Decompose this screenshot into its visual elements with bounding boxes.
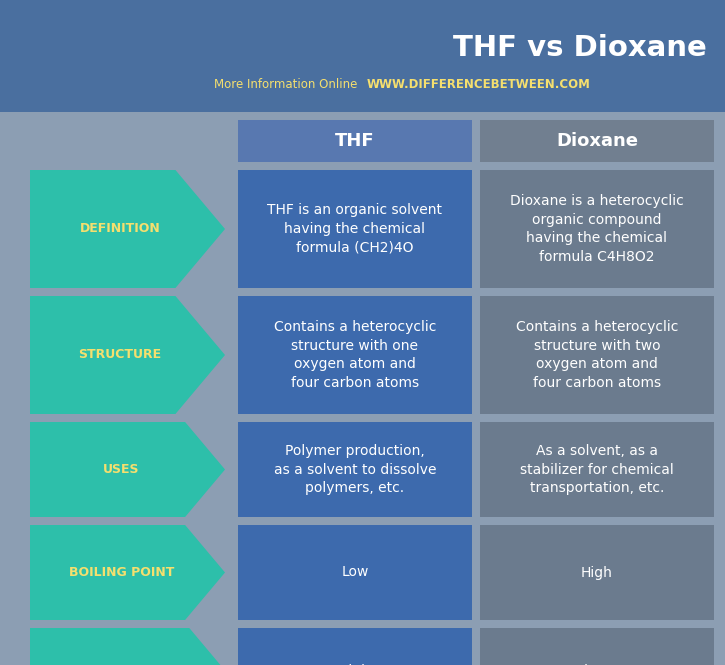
Text: Low: Low (584, 664, 610, 665)
Text: THF vs Dioxane: THF vs Dioxane (453, 34, 707, 62)
Text: High: High (581, 565, 613, 579)
Text: Polymer production,
as a solvent to dissolve
polymers, etc.: Polymer production, as a solvent to diss… (274, 444, 436, 495)
Text: THF is an organic solvent
having the chemical
formula (CH2)4O: THF is an organic solvent having the che… (268, 203, 442, 255)
Text: More Information Online: More Information Online (214, 78, 365, 92)
Text: DEFINITION: DEFINITION (80, 223, 160, 235)
Polygon shape (30, 525, 225, 620)
Text: Dioxane: Dioxane (556, 132, 638, 150)
FancyBboxPatch shape (480, 628, 714, 665)
FancyBboxPatch shape (480, 525, 714, 620)
Text: As a solvent, as a
stabilizer for chemical
transportation, etc.: As a solvent, as a stabilizer for chemic… (520, 444, 674, 495)
Text: WWW.DIFFERENCEBETWEEN.COM: WWW.DIFFERENCEBETWEEN.COM (367, 78, 591, 92)
Text: Contains a heterocyclic
structure with one
oxygen atom and
four carbon atoms: Contains a heterocyclic structure with o… (274, 320, 436, 390)
Text: USES: USES (103, 463, 140, 476)
FancyBboxPatch shape (238, 120, 472, 162)
FancyBboxPatch shape (480, 296, 714, 414)
Text: Low: Low (341, 565, 369, 579)
Polygon shape (30, 422, 225, 517)
Polygon shape (30, 628, 225, 665)
Text: STRUCTURE: STRUCTURE (78, 348, 162, 362)
Text: Contains a heterocyclic
structure with two
oxygen atom and
four carbon atoms: Contains a heterocyclic structure with t… (515, 320, 678, 390)
FancyBboxPatch shape (238, 296, 472, 414)
Text: BOILING POINT: BOILING POINT (69, 566, 174, 579)
FancyBboxPatch shape (480, 170, 714, 288)
Text: Dioxane is a heterocyclic
organic compound
having the chemical
formula C4H8O2: Dioxane is a heterocyclic organic compou… (510, 194, 684, 265)
Polygon shape (30, 296, 225, 414)
FancyBboxPatch shape (238, 628, 472, 665)
FancyBboxPatch shape (238, 525, 472, 620)
Polygon shape (30, 170, 225, 288)
FancyBboxPatch shape (238, 170, 472, 288)
Text: High: High (339, 664, 371, 665)
FancyBboxPatch shape (480, 120, 714, 162)
Text: TOXICITY: TOXICITY (90, 664, 154, 665)
Text: THF: THF (335, 132, 375, 150)
FancyBboxPatch shape (238, 422, 472, 517)
FancyBboxPatch shape (480, 422, 714, 517)
FancyBboxPatch shape (0, 0, 725, 112)
